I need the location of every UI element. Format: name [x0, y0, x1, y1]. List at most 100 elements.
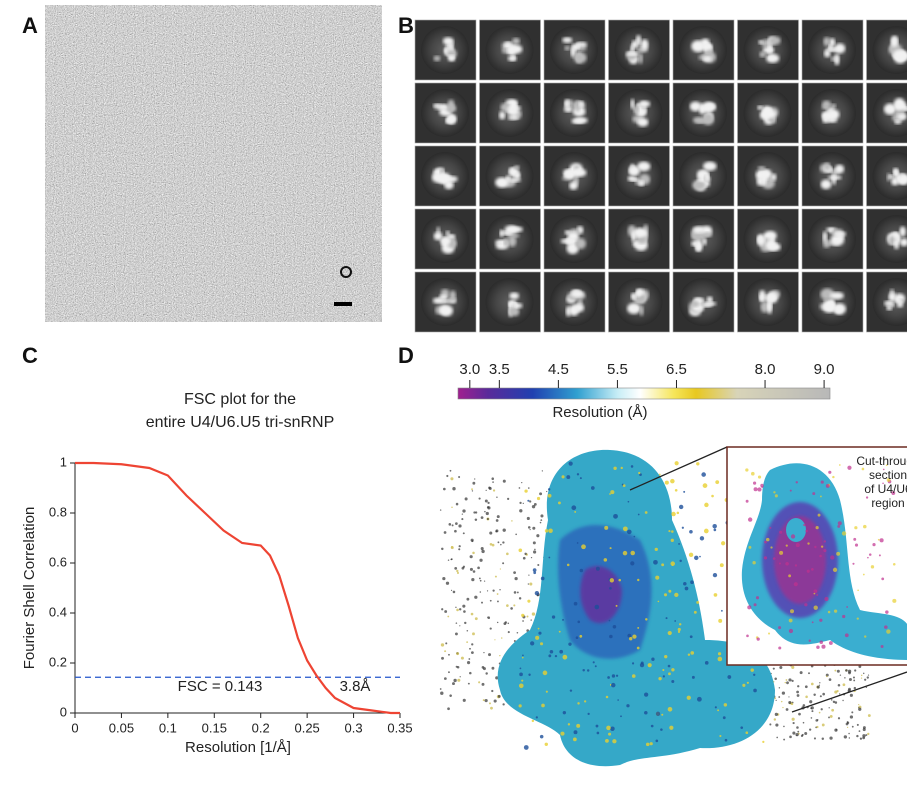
dot: [774, 678, 777, 681]
class-blob: [757, 234, 765, 246]
speck: [524, 745, 529, 750]
speck: [867, 557, 869, 559]
dot: [861, 675, 862, 676]
dot: [458, 476, 460, 478]
dot: [848, 733, 850, 735]
dot: [849, 678, 852, 681]
dot: [454, 530, 457, 533]
dot: [479, 498, 481, 500]
speck: [796, 543, 800, 547]
dot: [482, 683, 485, 686]
speck: [786, 545, 788, 547]
dot: [831, 709, 834, 712]
dot: [496, 529, 499, 532]
speck: [748, 546, 751, 549]
speck: [714, 593, 718, 597]
class-blob: [834, 54, 840, 65]
speck: [530, 641, 534, 645]
speck: [567, 564, 570, 567]
speck: [591, 486, 595, 490]
speck: [519, 683, 524, 688]
dot: [492, 481, 494, 483]
dot: [440, 692, 443, 695]
speck: [745, 468, 748, 471]
dot: [854, 687, 856, 689]
speck: [747, 682, 749, 684]
dot: [444, 531, 447, 534]
speck: [773, 557, 776, 560]
speck: [640, 663, 644, 667]
dot: [853, 679, 855, 681]
speck: [576, 636, 579, 639]
dot: [508, 623, 510, 625]
class-blob: [766, 240, 777, 251]
class-blob: [833, 303, 846, 314]
speck: [675, 489, 678, 492]
dot: [792, 732, 795, 735]
dot: [532, 612, 535, 615]
dot: [470, 568, 473, 571]
dot: [860, 737, 862, 739]
speck: [816, 526, 819, 529]
speck: [623, 484, 626, 487]
speck: [587, 713, 589, 715]
speck: [829, 641, 833, 645]
speck: [582, 669, 584, 671]
speck: [674, 593, 678, 597]
dot: [444, 677, 447, 680]
class-blob: [771, 173, 777, 180]
dot: [502, 541, 504, 543]
inset-caption: section: [869, 468, 907, 482]
speck: [773, 491, 775, 493]
speck: [690, 635, 693, 638]
class-blob: [826, 47, 840, 52]
panel-label: A: [22, 13, 38, 38]
dot: [867, 676, 869, 678]
speck: [789, 619, 793, 623]
speck: [519, 673, 523, 677]
dot: [853, 676, 855, 678]
dot: [470, 555, 473, 558]
speck: [846, 606, 848, 608]
dot: [456, 652, 459, 655]
dot: [505, 621, 507, 623]
speck: [757, 487, 761, 491]
speck: [839, 464, 841, 466]
speck: [638, 472, 640, 474]
class-blob: [769, 36, 781, 45]
speck: [580, 569, 584, 573]
class-blob: [703, 56, 712, 61]
class-blob: [705, 173, 709, 181]
dot: [464, 622, 466, 624]
dot: [519, 597, 521, 599]
class-blob: [514, 165, 520, 169]
speck: [535, 591, 539, 595]
speck: [679, 560, 681, 562]
dot: [487, 518, 489, 520]
dot: [819, 682, 820, 683]
dot: [786, 679, 788, 681]
speck: [613, 514, 618, 519]
dot: [477, 567, 480, 570]
dot: [460, 676, 461, 677]
dot: [449, 523, 452, 526]
speck: [828, 611, 831, 614]
colorbar: [458, 388, 830, 399]
speck: [805, 530, 808, 533]
speck: [548, 528, 553, 533]
speck: [809, 640, 811, 642]
dot: [542, 470, 543, 471]
y-tick-label: 1: [60, 454, 67, 469]
class-blob: [757, 106, 763, 110]
speck: [807, 542, 809, 544]
speck: [857, 617, 859, 619]
speck: [705, 661, 709, 665]
speck: [675, 461, 679, 465]
class-blob: [639, 101, 651, 108]
speck: [689, 530, 693, 534]
speck: [577, 542, 579, 544]
speck: [659, 474, 661, 476]
class-blob: [636, 288, 644, 295]
speck: [668, 590, 671, 593]
dot: [774, 697, 776, 699]
